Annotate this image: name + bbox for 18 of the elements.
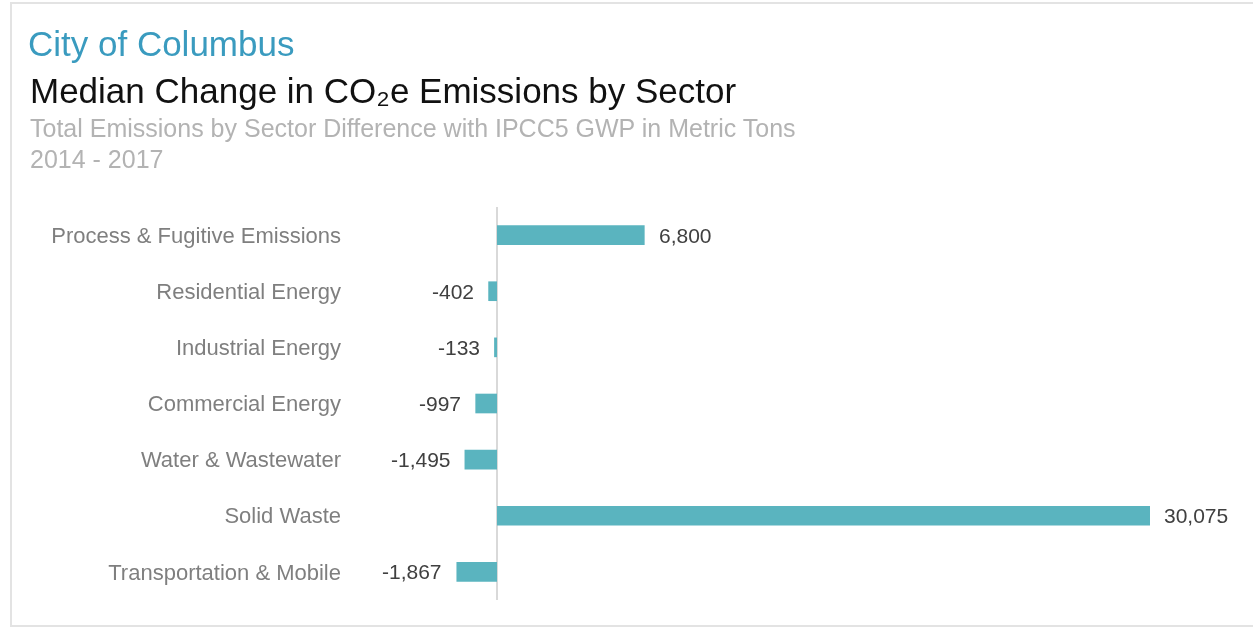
y-tick-label: Commercial Energy <box>147 391 341 417</box>
y-tick-label: Transportation & Mobile <box>108 559 341 585</box>
y-tick-label: Solid Waste <box>224 503 341 529</box>
data-label: -1,495 <box>391 448 451 471</box>
text: City of Columbus <box>27 23 295 63</box>
data-label: 30,075 <box>1164 504 1229 527</box>
y-tick-label: Industrial Energy <box>175 335 341 361</box>
data-label: -402 <box>432 280 475 303</box>
text: Total Emissions by Sector Difference with IPCC5 GWP in Metric Tons <box>30 114 796 142</box>
data-label: -133 <box>438 336 481 359</box>
y-tick-label: Residential Energy <box>156 278 341 304</box>
chart-subtitle: Median Change in CO₂e Emissions by Sector <box>30 71 737 110</box>
data-label: 6,800 <box>659 224 712 247</box>
text: 2014 - 2017 <box>30 145 164 173</box>
data-label: -997 <box>419 392 462 415</box>
y-tick-label: Water & Wastewater <box>140 447 341 473</box>
data-label: -1,867 <box>382 560 442 583</box>
y-tick-label: Process & Fugitive Emissions <box>51 222 341 248</box>
